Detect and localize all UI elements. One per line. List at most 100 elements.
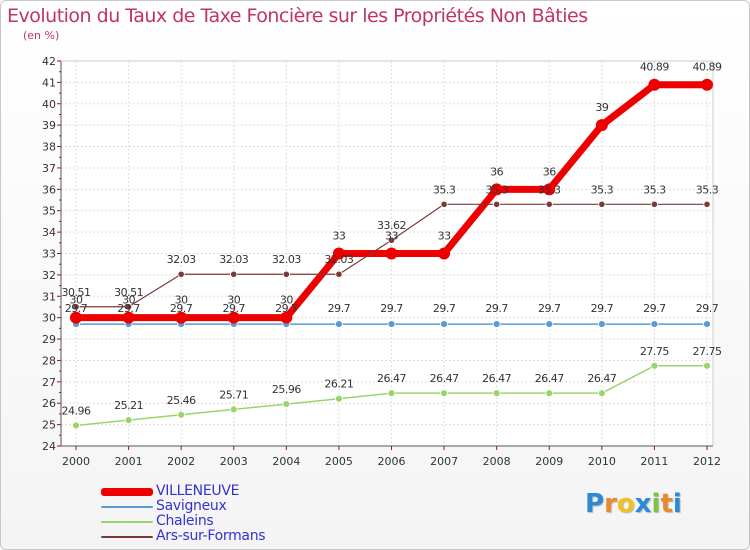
data-label-ars-sur-formans: 32.03 [219, 253, 248, 266]
y-tick-label: 35 [42, 205, 56, 218]
y-tick-label: 34 [42, 226, 56, 239]
data-point-savigneux [387, 320, 396, 328]
legend-label-villeneuve: VILLENEUVE [156, 483, 240, 499]
data-label-savigneux: 29.7 [223, 302, 246, 315]
data-label-savigneux: 29.7 [170, 302, 193, 315]
y-tick-label: 36 [42, 183, 56, 196]
data-label-savigneux: 29.7 [485, 302, 508, 315]
data-point-ars-sur-formans [335, 270, 343, 278]
data-point-villeneuve [175, 311, 188, 324]
legend-label-chaleins: Chaleins [156, 513, 214, 529]
data-label-ars-sur-formans: 32.03 [167, 253, 196, 266]
data-point-chaleins [387, 389, 396, 398]
data-point-ars-sur-formans [124, 303, 133, 311]
data-point-savigneux [492, 320, 501, 328]
logo-letter: i [651, 489, 661, 519]
x-tick-label: 2006 [378, 455, 406, 468]
data-point-ars-sur-formans [177, 270, 185, 278]
data-point-ars-sur-formans [387, 236, 396, 244]
data-label-chaleins: 25.71 [219, 388, 248, 401]
data-label-savigneux: 29.7 [380, 302, 403, 315]
data-label-ars-sur-formans: 35.3 [485, 183, 508, 196]
y-tick-label: 25 [42, 419, 56, 432]
data-labels: 24.96 25.21 25.46 25.71 25.96 26.21 26.47 26.47… [62, 61, 723, 418]
data-label-villeneuve: 33 [438, 230, 451, 243]
data-label-ars-sur-formans: 30.51 [114, 286, 143, 299]
x-tick-label: 2002 [167, 455, 195, 468]
data-label-chaleins: 26.47 [535, 372, 564, 385]
data-label-savigneux: 29.7 [643, 302, 666, 315]
y-tick-label: 42 [42, 55, 56, 68]
data-point-chaleins [703, 361, 711, 370]
data-label-chaleins: 25.46 [167, 394, 196, 407]
y-tick-label: 32 [42, 269, 56, 282]
data-label-villeneuve: 40.89 [640, 61, 669, 74]
data-label-ars-sur-formans: 35.3 [538, 183, 561, 196]
data-point-ars-sur-formans [282, 270, 290, 278]
y-tick-label: 41 [42, 76, 56, 89]
data-point-ars-sur-formans [493, 200, 501, 208]
data-label-villeneuve: 36 [490, 165, 503, 178]
y-tick-label: 27 [42, 376, 56, 389]
data-label-chaleins: 26.21 [324, 378, 353, 391]
data-label-chaleins: 25.21 [114, 399, 143, 412]
x-tick-label: 2005 [325, 455, 353, 468]
data-label-savigneux: 29.7 [538, 302, 561, 315]
y-tick-label: 31 [42, 290, 56, 303]
data-label-chaleins: 26.47 [482, 372, 511, 385]
legend-swatch-villeneuve [101, 488, 153, 496]
data-point-villeneuve [227, 311, 240, 324]
data-point-savigneux [597, 320, 606, 328]
data-point-chaleins [650, 361, 659, 370]
y-tick-label: 38 [42, 141, 56, 154]
data-label-savigneux: 29.7 [591, 302, 614, 315]
x-tick-label: 2009 [535, 455, 563, 468]
axes: 24 25 26 27 28 29 30 31 32 33 34 35 36 37 38 39 40 41 42 20… [42, 55, 721, 468]
data-point-villeneuve [280, 311, 293, 324]
data-point-chaleins [229, 405, 238, 414]
x-tick-label: 2003 [220, 455, 248, 468]
x-tick-label: 2008 [483, 455, 511, 468]
data-label-chaleins: 26.47 [587, 372, 616, 385]
legend-swatch-ars-sur-formans [101, 536, 153, 538]
legend-swatch-chaleins [101, 521, 153, 523]
chart-subtitle: (en %) [23, 29, 60, 42]
data-point-villeneuve [490, 183, 503, 196]
data-point-chaleins [72, 421, 80, 430]
data-point-chaleins [282, 400, 291, 408]
data-label-villeneuve: 39 [595, 101, 608, 114]
x-tick-label: 2001 [115, 455, 143, 468]
data-point-ars-sur-formans [230, 270, 238, 278]
series-lines [70, 78, 713, 430]
data-label-ars-sur-formans: 32.03 [324, 253, 353, 266]
logo-letter: i [672, 489, 682, 519]
legend-label-savigneux: Savigneux [156, 498, 227, 514]
data-point-savigneux [703, 320, 711, 328]
data-label-savigneux: 29.7 [696, 302, 719, 315]
y-tick-label: 40 [42, 98, 56, 111]
data-point-villeneuve [648, 78, 661, 91]
data-point-chaleins [124, 416, 133, 425]
data-label-ars-sur-formans: 35.3 [696, 183, 719, 196]
data-point-chaleins [177, 410, 186, 419]
data-label-villeneuve: 40.89 [693, 61, 722, 74]
data-point-villeneuve [122, 311, 135, 324]
logo-letter: P [585, 489, 605, 519]
data-label-villeneuve: 33 [385, 230, 398, 243]
legend-swatch-savigneux [101, 506, 153, 508]
data-label-villeneuve: 30 [175, 294, 188, 307]
y-tick-label: 28 [42, 354, 56, 367]
data-point-savigneux [545, 320, 554, 328]
legend-label-ars-sur-formans: Ars-sur-Formans [156, 528, 266, 544]
data-label-villeneuve: 33 [332, 230, 345, 243]
data-label-villeneuve: 36 [543, 165, 556, 178]
data-point-villeneuve [595, 119, 608, 132]
data-label-villeneuve: 30 [70, 294, 83, 307]
data-point-ars-sur-formans [440, 200, 448, 208]
data-label-ars-sur-formans: 33.62 [377, 219, 406, 232]
data-label-villeneuve: 30 [280, 294, 293, 307]
x-tick-label: 2004 [272, 455, 300, 468]
logo-letter: x [634, 489, 652, 519]
